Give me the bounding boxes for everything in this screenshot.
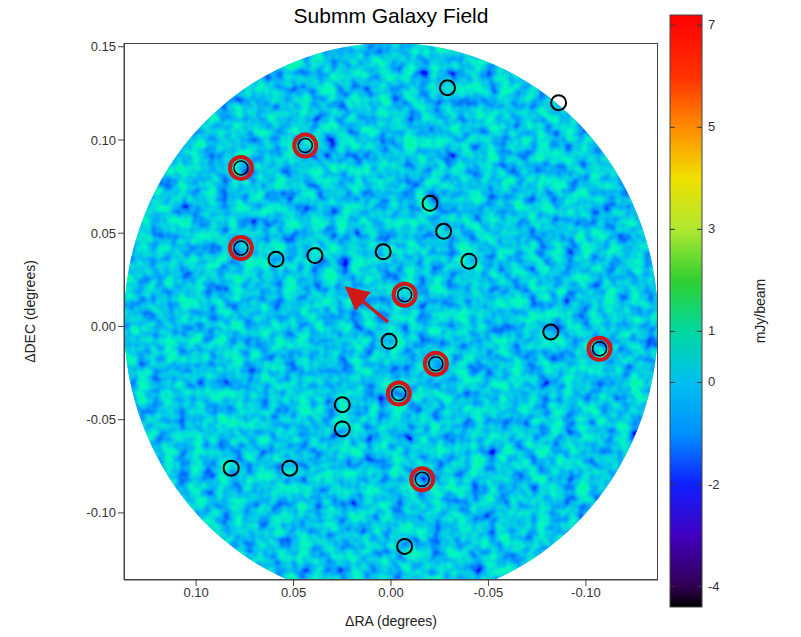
svg-text:0.10: 0.10	[91, 133, 116, 148]
svg-text:ΔRA (degrees): ΔRA (degrees)	[345, 613, 437, 629]
svg-text:7: 7	[708, 17, 715, 32]
svg-text:-0.05: -0.05	[86, 412, 116, 427]
svg-text:1: 1	[708, 323, 715, 338]
svg-text:3: 3	[708, 221, 715, 236]
svg-text:0: 0	[708, 374, 715, 389]
svg-text:-0.10: -0.10	[571, 585, 601, 600]
svg-text:0.05: 0.05	[91, 226, 116, 241]
svg-text:0.15: 0.15	[91, 39, 116, 54]
svg-text:ΔDEC (degrees): ΔDEC (degrees)	[22, 260, 38, 363]
svg-text:0.10: 0.10	[183, 585, 208, 600]
svg-text:0.00: 0.00	[91, 319, 116, 334]
svg-text:-2: -2	[708, 477, 720, 492]
svg-text:-4: -4	[708, 579, 720, 594]
svg-text:0.00: 0.00	[378, 585, 403, 600]
svg-text:-0.10: -0.10	[86, 505, 116, 520]
svg-text:-0.05: -0.05	[474, 585, 504, 600]
html-text:Submm Galaxy Field: Submm Galaxy Field	[293, 4, 489, 27]
svg-text:0.05: 0.05	[281, 585, 306, 600]
svg-text:mJy/beam: mJy/beam	[752, 279, 768, 344]
svg-text:5: 5	[708, 119, 715, 134]
